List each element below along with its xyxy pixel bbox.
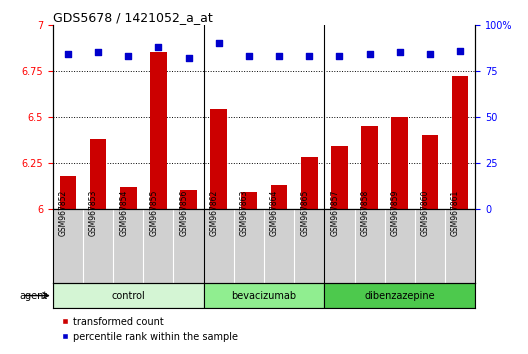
Point xyxy=(365,51,374,57)
Point xyxy=(64,51,72,57)
Text: GSM967858: GSM967858 xyxy=(361,189,370,236)
Text: GSM967856: GSM967856 xyxy=(180,189,188,236)
Text: GSM967865: GSM967865 xyxy=(300,189,309,236)
Point xyxy=(244,53,253,59)
Bar xyxy=(150,52,167,209)
Text: GSM967860: GSM967860 xyxy=(421,189,430,236)
Text: GSM967857: GSM967857 xyxy=(331,189,340,236)
Bar xyxy=(211,109,227,209)
Point xyxy=(94,50,102,55)
Bar xyxy=(53,283,204,308)
Text: GSM967852: GSM967852 xyxy=(59,189,68,236)
Bar xyxy=(361,126,378,209)
Text: GSM967863: GSM967863 xyxy=(240,189,249,236)
Legend: transformed count, percentile rank within the sample: transformed count, percentile rank withi… xyxy=(58,313,242,346)
Bar xyxy=(391,117,408,209)
Point xyxy=(184,55,193,61)
Point xyxy=(124,53,133,59)
Text: GSM967859: GSM967859 xyxy=(391,189,400,236)
Bar xyxy=(180,190,197,209)
Text: GSM967861: GSM967861 xyxy=(451,189,460,236)
Point xyxy=(456,48,464,53)
Text: GSM967864: GSM967864 xyxy=(270,189,279,236)
Point xyxy=(305,53,314,59)
Point xyxy=(335,53,344,59)
Text: GSM967853: GSM967853 xyxy=(89,189,98,236)
Text: GDS5678 / 1421052_a_at: GDS5678 / 1421052_a_at xyxy=(53,11,213,24)
Point xyxy=(275,53,284,59)
Text: dibenzazepine: dibenzazepine xyxy=(364,291,435,301)
Point xyxy=(426,51,434,57)
Bar xyxy=(120,187,137,209)
Text: GSM967855: GSM967855 xyxy=(149,189,158,236)
Point xyxy=(154,44,163,50)
Bar xyxy=(241,192,257,209)
Point xyxy=(214,40,223,46)
Bar xyxy=(324,283,475,308)
Bar xyxy=(331,146,348,209)
Text: GSM967854: GSM967854 xyxy=(119,189,128,236)
Bar xyxy=(60,176,76,209)
Bar xyxy=(204,283,324,308)
Text: agent: agent xyxy=(19,291,48,301)
Point xyxy=(395,50,404,55)
Bar xyxy=(301,157,317,209)
Bar xyxy=(90,139,106,209)
Text: GSM967862: GSM967862 xyxy=(210,189,219,236)
Text: control: control xyxy=(111,291,145,301)
Bar xyxy=(422,135,438,209)
Bar xyxy=(452,76,468,209)
Bar xyxy=(271,185,287,209)
Text: bevacizumab: bevacizumab xyxy=(231,291,297,301)
